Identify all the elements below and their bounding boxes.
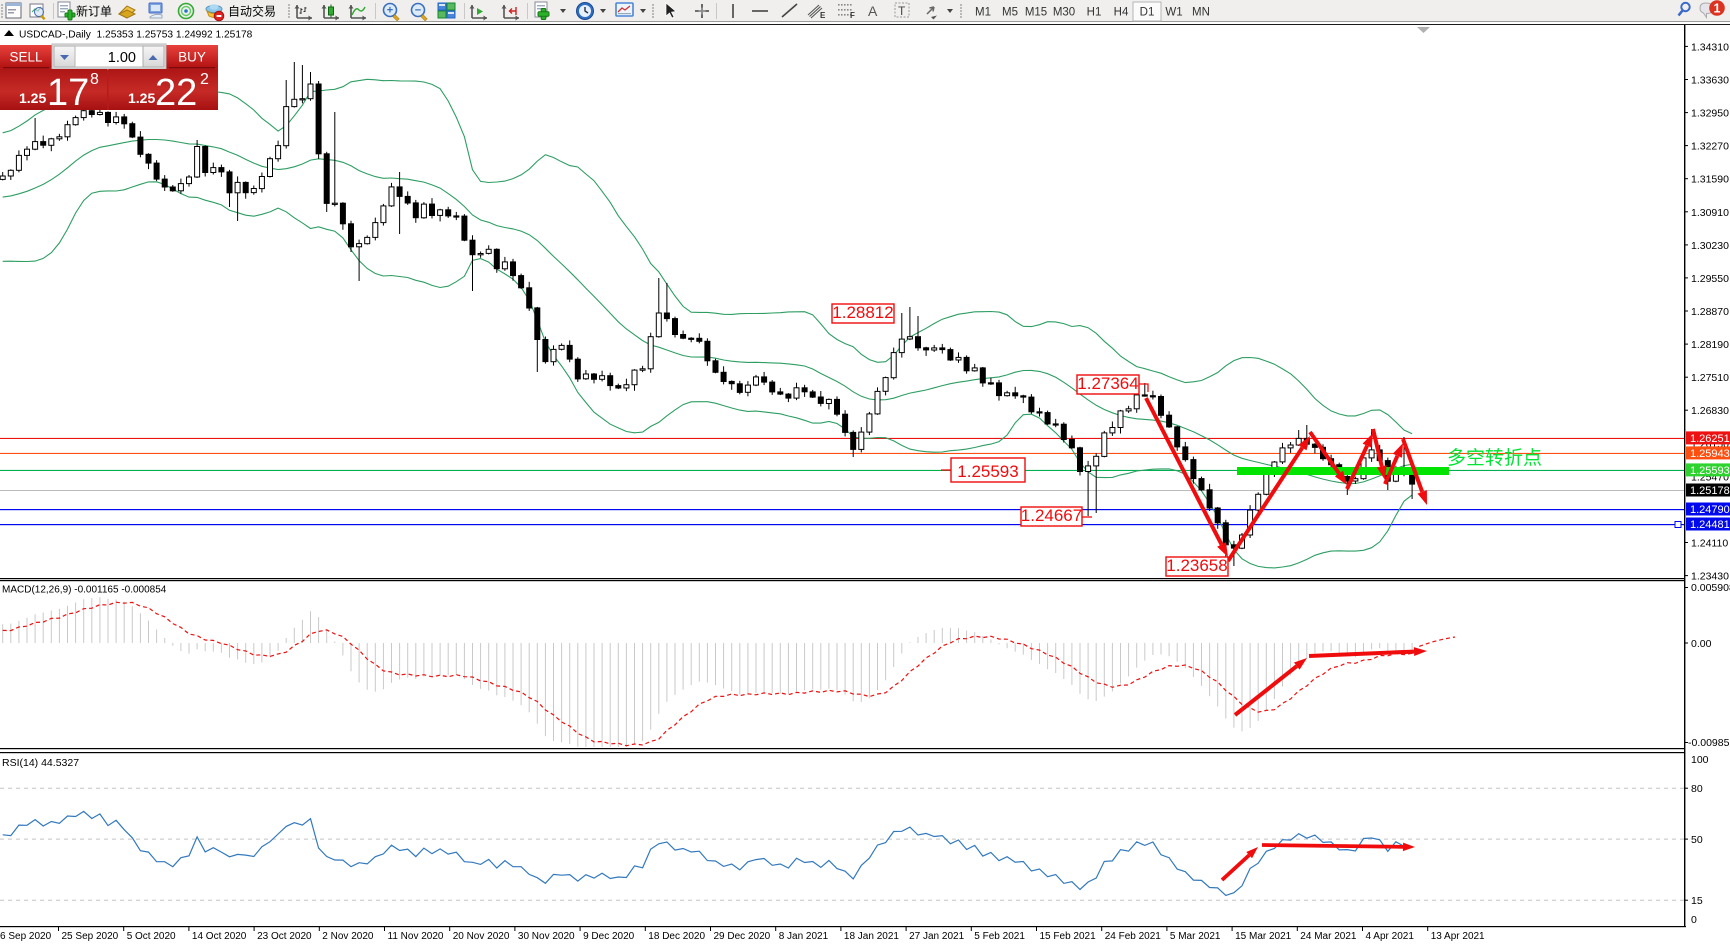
svg-text:D1: D1 [1140,7,1155,19]
svg-text:1.30910: 1.30910 [1691,207,1729,219]
svg-text:USDCAD-,Daily 1.25353 1.25753: USDCAD-,Daily 1.25353 1.25753 1.24992 1.… [19,30,253,41]
svg-text:15 Mar 2021: 15 Mar 2021 [1235,931,1292,942]
svg-text:−: − [415,5,421,17]
svg-text:E: E [820,11,826,20]
svg-text:4 Apr 2021: 4 Apr 2021 [1366,931,1415,942]
svg-text:1.25: 1.25 [19,90,46,106]
svg-text:23 Oct 2020: 23 Oct 2020 [257,931,312,942]
svg-text:1.25: 1.25 [128,90,155,106]
svg-text:M30: M30 [1053,7,1075,19]
svg-text:14 Oct 2020: 14 Oct 2020 [192,931,247,942]
svg-text:1.24481: 1.24481 [1690,519,1730,531]
svg-text:SELL: SELL [9,50,43,65]
svg-text:1.00: 1.00 [108,50,136,66]
svg-text:1.23430: 1.23430 [1691,571,1729,583]
svg-text:5 Mar 2021: 5 Mar 2021 [1170,931,1221,942]
svg-text:24 Feb 2021: 24 Feb 2021 [1105,931,1162,942]
svg-text:M1: M1 [975,7,991,19]
svg-text:100: 100 [1691,754,1709,766]
svg-text:0: 0 [1691,914,1697,926]
svg-text:80: 80 [1691,783,1703,795]
svg-text:1.30230: 1.30230 [1691,240,1729,252]
svg-text:1.25593: 1.25593 [957,462,1018,481]
svg-text:20 Nov 2020: 20 Nov 2020 [453,931,510,942]
svg-text:-0.009851: -0.009851 [1688,737,1730,749]
svg-text:1.33630: 1.33630 [1691,75,1729,87]
svg-text:2: 2 [200,71,209,88]
svg-text:1.26251: 1.26251 [1690,433,1730,445]
svg-text:1.29550: 1.29550 [1691,273,1729,285]
svg-text:1.32950: 1.32950 [1691,108,1729,120]
svg-text:MN: MN [1192,7,1210,19]
svg-text:1.31590: 1.31590 [1691,174,1729,186]
svg-text:8: 8 [90,71,99,88]
svg-text:1.23658: 1.23658 [1166,556,1227,575]
svg-text:1.24667: 1.24667 [1021,506,1082,525]
svg-text:1.24790: 1.24790 [1690,504,1730,516]
svg-text:+: + [387,5,393,17]
svg-text:RSI(14) 44.5327: RSI(14) 44.5327 [2,757,79,769]
svg-text:17: 17 [47,72,89,114]
svg-text:11 Nov 2020: 11 Nov 2020 [388,931,444,942]
svg-text:多空转折点: 多空转折点 [1447,447,1542,469]
svg-text:27 Jan 2021: 27 Jan 2021 [909,931,964,942]
svg-text:15: 15 [1691,895,1703,907]
svg-text:29 Dec 2020: 29 Dec 2020 [714,931,771,942]
svg-text:H1: H1 [1087,7,1102,19]
svg-text:1.24110: 1.24110 [1691,538,1728,550]
svg-text:5 Oct 2020: 5 Oct 2020 [127,931,176,942]
svg-text:F: F [850,11,855,20]
svg-text:1: 1 [1714,2,1721,16]
svg-text:50: 50 [1691,834,1703,846]
svg-text:BUY: BUY [178,50,206,65]
svg-text:5 Feb 2021: 5 Feb 2021 [974,931,1025,942]
svg-text:M15: M15 [1025,7,1047,19]
svg-text:2 Nov 2020: 2 Nov 2020 [322,931,374,942]
svg-text:1.27510: 1.27510 [1691,372,1729,384]
svg-text:9 Dec 2020: 9 Dec 2020 [583,931,635,942]
svg-text:1.25178: 1.25178 [1690,485,1730,497]
svg-text:1.25593: 1.25593 [1690,465,1730,477]
svg-text:1.32270: 1.32270 [1691,141,1729,153]
svg-text:M5: M5 [1002,7,1018,19]
svg-text:H4: H4 [1114,7,1129,19]
svg-text:1.34310: 1.34310 [1691,41,1729,53]
svg-text:1.26830: 1.26830 [1691,405,1729,417]
svg-text:8 Jan 2021: 8 Jan 2021 [779,931,829,942]
svg-text:1.28190: 1.28190 [1691,339,1729,351]
svg-text:自动交易: 自动交易 [228,4,276,19]
svg-text:6 Sep 2020: 6 Sep 2020 [0,931,52,942]
svg-text:1.25943: 1.25943 [1690,448,1730,460]
svg-text:18 Jan 2021: 18 Jan 2021 [844,931,899,942]
svg-text:22: 22 [155,72,197,114]
svg-text:0.00: 0.00 [1691,638,1712,650]
svg-text:0.005908: 0.005908 [1691,582,1730,594]
svg-text:T: T [898,4,906,18]
svg-text:MACD(12,26,9) -0.001165 -0.000: MACD(12,26,9) -0.001165 -0.000854 [2,585,167,596]
svg-text:新订单: 新订单 [76,4,112,19]
svg-text:25 Sep 2020: 25 Sep 2020 [62,931,119,942]
svg-text:18 Dec 2020: 18 Dec 2020 [648,931,705,942]
svg-text:W1: W1 [1165,7,1182,19]
svg-text:A: A [868,3,878,19]
svg-text:30 Nov 2020: 30 Nov 2020 [518,931,575,942]
svg-text:15 Feb 2021: 15 Feb 2021 [1040,931,1097,942]
svg-text:13 Apr 2021: 13 Apr 2021 [1431,931,1485,942]
svg-text:1.27364: 1.27364 [1077,374,1138,393]
svg-text:1.28812: 1.28812 [832,303,893,322]
svg-text:1.28870: 1.28870 [1691,306,1729,318]
svg-text:24 Mar 2021: 24 Mar 2021 [1300,931,1357,942]
